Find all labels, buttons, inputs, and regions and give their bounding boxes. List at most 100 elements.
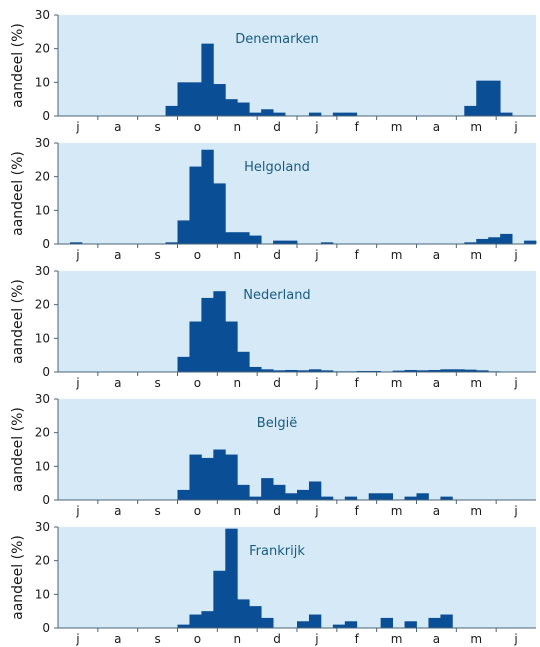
bar [177,489,190,500]
month-label: j [314,504,318,518]
bar [464,105,477,116]
y-axis-label: aandeel (%) [10,407,26,492]
chart-panel-4: 0 10 20 30 j a s o n d j f m a m j aandeel (%) België [10,392,536,518]
bar [237,599,250,628]
bar [308,614,322,628]
month-label: a [114,632,121,646]
bar [476,370,489,372]
bar [320,242,334,244]
bar [225,321,238,372]
bar [165,105,178,116]
bar [392,370,405,372]
bar [464,242,477,244]
y-tick-label: 0 [42,621,50,635]
month-label: j [513,632,517,646]
month-label: j [513,248,517,262]
bar [320,370,334,372]
month-label: m [470,120,482,134]
month-label: n [233,632,241,646]
month-label: m [391,504,403,518]
bar [273,370,286,372]
bar [177,624,190,628]
month-label: o [194,248,201,262]
y-tick-label: 20 [35,426,50,440]
bar [249,235,262,244]
month-label: s [154,248,160,262]
panel-title: België [257,416,297,431]
bar [308,112,322,116]
bar [488,237,501,244]
bar [261,109,274,116]
month-label: m [470,504,482,518]
month-label: j [513,376,517,390]
y-tick-label: 20 [35,298,50,312]
bar [201,149,214,244]
y-tick-label: 30 [35,520,50,534]
bar [404,496,417,500]
month-label: o [194,504,201,518]
bar [237,484,250,500]
y-axis-label: aandeel (%) [10,151,26,236]
month-label: a [114,248,121,262]
month-label: j [314,376,318,390]
bar [368,493,382,500]
bar [428,617,441,628]
panel-title: Frankrijk [249,544,305,559]
bar [237,232,250,244]
month-label: o [194,376,201,390]
chart-panel-3: 0 10 20 30 j a s o n d j f m a m j aandeel (%) Nederland [10,264,536,390]
bar [261,617,274,628]
month-label: o [194,632,201,646]
y-axis-label: aandeel (%) [10,279,26,364]
month-label: j [75,504,79,518]
bar [249,112,262,116]
month-label: d [273,376,281,390]
bar [428,369,441,372]
month-label: o [194,120,201,134]
month-label: a [114,120,121,134]
plot-area [58,271,536,372]
month-label: m [391,120,403,134]
bar [356,370,370,372]
panel-title: Denemarken [235,32,319,47]
bar [261,478,274,500]
month-label: a [114,504,121,518]
chart-panel-5: 0 10 20 30 j a s o n d j f m a m j aandeel (%) Frankrijk [10,520,536,646]
bar [380,493,393,500]
chart-panel-2: 0 10 20 30 j a s o n d j f m a m j aandeel (%) Helgoland [10,136,537,262]
bar [285,369,298,372]
month-label: j [75,120,79,134]
month-label: f [355,120,360,134]
bar [344,112,358,116]
bar [249,366,262,372]
y-tick-label: 0 [42,365,50,379]
bar [285,240,298,244]
plot-area [58,15,536,116]
month-label: m [391,376,403,390]
bar [416,370,429,372]
month-label: a [433,376,440,390]
bar [225,454,238,500]
month-label: a [433,120,440,134]
plot-area [58,143,536,244]
bar [213,291,226,372]
bar [273,112,286,116]
month-label: d [273,120,281,134]
month-label: s [154,376,160,390]
bar [476,80,489,116]
bar [285,493,298,500]
month-label: s [154,120,160,134]
bar [237,102,250,116]
bar [213,570,226,628]
month-label: s [154,504,160,518]
bar [165,242,178,244]
bar [488,80,501,116]
bar [69,242,83,244]
bar [452,369,465,372]
month-label: j [75,376,79,390]
bar [189,321,202,372]
month-label: j [75,632,79,646]
bar [261,369,274,372]
y-tick-label: 20 [35,42,50,56]
